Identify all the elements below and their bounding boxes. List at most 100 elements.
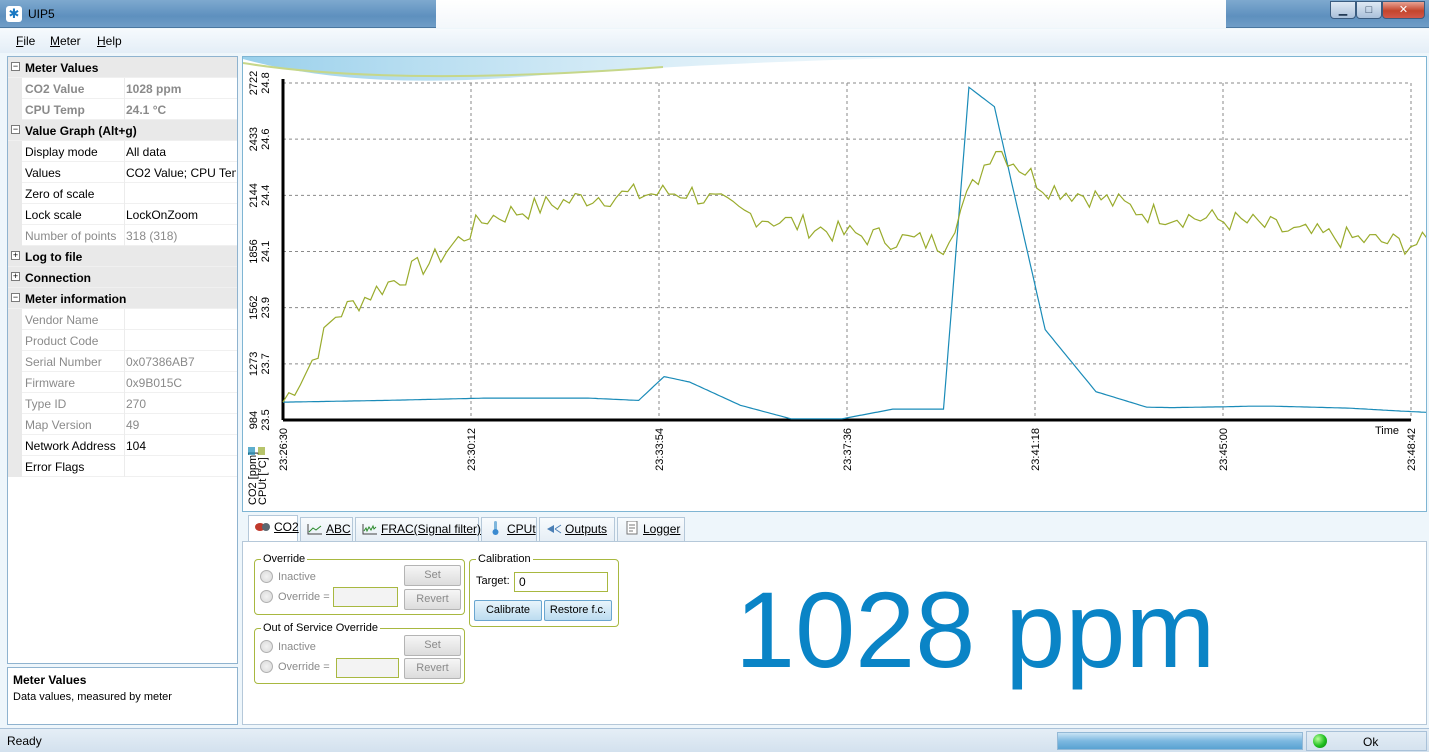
logger-icon — [624, 520, 640, 535]
menu-file[interactable]: File — [16, 34, 35, 48]
app-icon: ✱ — [6, 6, 22, 22]
property-row-zero-of-scale[interactable]: Zero of scale — [8, 183, 237, 204]
menu-meter[interactable]: Meter — [50, 34, 81, 48]
property-row-cpu-temp[interactable]: CPU Temp 24.1 °C — [8, 99, 237, 120]
expand-icon[interactable]: + — [11, 250, 20, 260]
oos-override-radio[interactable] — [260, 660, 273, 673]
override-radio[interactable] — [260, 590, 273, 603]
oos-revert-button[interactable]: Revert — [404, 658, 461, 679]
expand-icon[interactable]: + — [11, 271, 20, 281]
property-label: Vendor Name — [25, 313, 99, 327]
oos-set-button[interactable]: Set — [404, 635, 461, 656]
y-tick-label: 23.9 — [260, 297, 272, 318]
inactive-radio[interactable] — [260, 570, 273, 583]
tab-abc[interactable]: ABC — [300, 517, 353, 541]
row-gutter — [8, 435, 22, 456]
y-tick-label: 2722 — [248, 71, 260, 95]
title-bar-glass — [436, 0, 1226, 28]
row-separator — [124, 162, 125, 183]
collapse-icon[interactable]: − — [11, 292, 20, 302]
property-value[interactable]: All data — [126, 145, 167, 159]
property-row-type-id[interactable]: Type ID 270 — [8, 393, 237, 414]
target-input[interactable]: 0 — [514, 572, 608, 592]
restore-factory-button[interactable]: Restore f.c. — [544, 600, 612, 621]
chart-canvas[interactable]: 984 1273 1562 1856 2144 2433 2722 23.5 23.7 23.9 2… — [243, 57, 1427, 512]
y-tick-label: 23.5 — [260, 409, 272, 430]
x-tick-label: 23:45:00 — [1218, 428, 1230, 471]
row-separator — [124, 435, 125, 456]
tab-cput[interactable]: CPUt — [481, 517, 537, 541]
y-tick-label: 1856 — [248, 239, 260, 263]
property-value: 24.1 °C — [126, 103, 167, 117]
help-title: Meter Values — [13, 673, 87, 687]
y-tick-label: 23.7 — [260, 353, 272, 374]
chart-labels: 984 1273 1562 1856 2144 2433 2722 23.5 23.7 23.9 2… — [247, 71, 1418, 505]
tab-co2[interactable]: CO2 — [248, 515, 299, 542]
row-separator — [124, 141, 125, 162]
category-value-graph[interactable]: − Value Graph (Alt+g) — [8, 120, 237, 141]
property-row-map-version[interactable]: Map Version 49 — [8, 414, 237, 435]
y-tick-label: 24.1 — [260, 241, 272, 262]
property-label: CO2 Value — [25, 82, 85, 96]
property-row-network-address[interactable]: Network Address 104 — [8, 435, 237, 456]
header-swoosh-accent — [243, 62, 664, 78]
row-separator — [124, 372, 125, 393]
property-row-co2-value[interactable]: CO2 Value 1028 ppm — [8, 78, 237, 99]
y-tick-label: 2144 — [248, 183, 260, 207]
property-row-lock-scale[interactable]: Lock scale LockOnZoom — [8, 204, 237, 225]
x-tick-label: 23:26:30 — [278, 428, 290, 471]
chart-line-icon — [307, 520, 323, 535]
tab-panel-co2: Override Inactive Override = Set Revert … — [242, 541, 1427, 725]
row-separator — [124, 99, 125, 120]
status-ok-cell: Ok — [1306, 731, 1427, 751]
property-row-error-flags[interactable]: Error Flags — [8, 456, 237, 477]
menu-file-label: ile — [23, 34, 36, 48]
override-value-input[interactable] — [333, 587, 398, 607]
row-gutter — [8, 393, 22, 414]
calibrate-button[interactable]: Calibrate — [474, 600, 542, 621]
group-title: Calibration — [476, 553, 533, 565]
property-row-serial-number[interactable]: Serial Number 0x07386AB7 — [8, 351, 237, 372]
oos-inactive-radio[interactable] — [260, 640, 273, 653]
tab-logger[interactable]: Logger — [617, 517, 685, 541]
close-button[interactable]: ✕ — [1382, 1, 1425, 19]
y-tick-label: 1273 — [248, 352, 260, 376]
property-value[interactable]: LockOnZoom — [126, 208, 199, 222]
maximize-button[interactable]: □ — [1356, 1, 1382, 19]
property-value: 270 — [126, 397, 147, 411]
category-connection[interactable]: + Connection — [8, 267, 237, 288]
property-value: 0x07386AB7 — [126, 355, 195, 369]
legend-swatch — [248, 447, 255, 455]
tab-outputs[interactable]: Outputs — [539, 517, 615, 541]
row-separator — [124, 330, 125, 351]
property-value[interactable]: CO2 Value; CPU Temp — [126, 166, 236, 180]
property-row-number-of-points[interactable]: Number of points 318 (318) — [8, 225, 237, 246]
row-gutter — [8, 141, 22, 162]
tab-label: ABC — [326, 522, 351, 536]
property-row-firmware[interactable]: Firmware 0x9B015C — [8, 372, 237, 393]
category-meter-information[interactable]: − Meter information — [8, 288, 237, 309]
property-row-vendor-name[interactable]: Vendor Name — [8, 309, 237, 330]
collapse-icon[interactable]: − — [11, 61, 20, 71]
property-label: Error Flags — [25, 460, 85, 474]
property-row-values[interactable]: Values CO2 Value; CPU Temp — [8, 162, 237, 183]
category-meter-values[interactable]: − Meter Values — [8, 57, 237, 78]
minimize-button[interactable]: ▁ — [1330, 1, 1356, 19]
property-value[interactable]: 104 — [126, 439, 147, 453]
value-graph[interactable]: 984 1273 1562 1856 2144 2433 2722 23.5 23.7 23.9 2… — [242, 56, 1427, 512]
property-row-product-code[interactable]: Product Code — [8, 330, 237, 351]
property-row-display-mode[interactable]: Display mode All data — [8, 141, 237, 162]
category-log-to-file[interactable]: + Log to file — [8, 246, 237, 267]
property-value: 318 (318) — [126, 229, 178, 243]
collapse-icon[interactable]: − — [11, 124, 20, 134]
override-set-button[interactable]: Set — [404, 565, 461, 586]
row-gutter — [8, 456, 22, 477]
property-label: Display mode — [25, 145, 98, 159]
row-separator — [124, 183, 125, 204]
menu-help-label: elp — [105, 34, 122, 48]
menu-help[interactable]: Help — [97, 34, 122, 48]
tab-frac[interactable]: FRAC(Signal filter) — [355, 517, 481, 541]
oos-override-value-input[interactable] — [336, 658, 399, 678]
override-revert-button[interactable]: Revert — [404, 589, 461, 610]
outputs-icon — [546, 520, 562, 534]
